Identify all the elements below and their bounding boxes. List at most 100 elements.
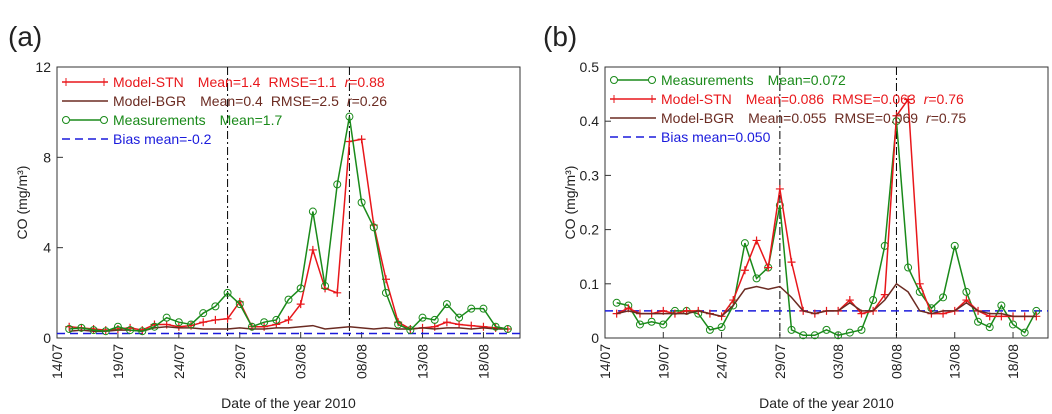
legend-name: Measurements <box>113 112 206 128</box>
point <box>915 279 924 288</box>
point <box>369 223 378 232</box>
legend-stat: RMSE=1.1 <box>268 74 336 90</box>
point <box>455 313 464 322</box>
point <box>223 314 232 323</box>
point <box>834 331 843 340</box>
legend-stat: RMSE=0.063 <box>832 91 916 107</box>
point <box>260 318 269 327</box>
point <box>89 326 98 335</box>
plot-frame <box>56 66 521 339</box>
y-tick-label: 0.1 <box>580 276 600 292</box>
series-line <box>616 282 1037 318</box>
point <box>635 320 644 329</box>
point <box>810 331 819 340</box>
point <box>997 301 1006 310</box>
legend-r: r <box>347 93 353 109</box>
point <box>1009 320 1018 329</box>
series-line <box>69 138 508 331</box>
legend-marker <box>100 116 108 124</box>
legend-name: Model-STN <box>661 91 732 107</box>
y-tick-label: 0.5 <box>580 59 600 75</box>
legend-entry: Model-STN Mean=1.4 RMSE=1.1 r=0.88 <box>113 74 385 90</box>
legend-r: r <box>345 74 351 90</box>
point <box>333 288 342 297</box>
point <box>406 326 415 335</box>
point <box>775 184 784 193</box>
point <box>381 288 390 297</box>
point <box>126 326 135 335</box>
point <box>174 322 183 331</box>
point <box>357 198 366 207</box>
point <box>321 282 330 291</box>
series-line <box>616 121 1038 337</box>
point <box>939 293 948 302</box>
y-tick-label: 12 <box>35 59 51 75</box>
point <box>705 325 714 334</box>
point <box>845 328 854 337</box>
point <box>150 322 159 331</box>
x-tick-label: 19/07 <box>110 344 126 379</box>
point <box>857 325 866 334</box>
point <box>904 263 913 272</box>
legend-name: Model-BGR <box>661 110 734 126</box>
point <box>345 112 354 121</box>
point <box>101 327 110 336</box>
point <box>308 245 317 254</box>
x-tick-label: 18/08 <box>1005 344 1021 379</box>
point <box>333 180 342 189</box>
y-tick-label: 8 <box>43 149 51 165</box>
point <box>284 295 293 304</box>
point <box>162 313 171 322</box>
point <box>775 201 784 210</box>
legend-entry: Model-BGR Mean=0.055 RMSE=0.069 r=0.75 <box>661 110 966 126</box>
legend-entry: Model-STN Mean=0.086 RMSE=0.063 r=0.76 <box>661 91 964 107</box>
point <box>345 137 354 146</box>
point <box>659 320 668 329</box>
x-tick-label: 24/07 <box>171 344 187 379</box>
point <box>479 322 488 331</box>
point <box>799 331 808 340</box>
y-tick-label: 0 <box>591 330 599 346</box>
x-tick-label: 29/07 <box>772 344 788 379</box>
point <box>187 320 196 329</box>
point <box>740 266 749 275</box>
y-tick-label: 0 <box>43 330 51 346</box>
legend-marker <box>610 76 618 84</box>
legend-entry: Measurements Mean=0.072 <box>661 72 846 88</box>
point <box>211 302 220 311</box>
point <box>892 111 901 120</box>
legend-entry: Measurements Mean=1.7 <box>113 112 282 128</box>
point <box>904 95 913 104</box>
point <box>962 287 971 296</box>
x-tick-label: 29/07 <box>232 344 248 379</box>
point <box>199 318 208 327</box>
x-tick-label: 18/08 <box>475 344 491 379</box>
legend-marker <box>648 76 656 84</box>
x-tick-label: 08/08 <box>354 344 370 379</box>
point <box>491 322 500 331</box>
x-tick-label: 03/08 <box>830 344 846 379</box>
point <box>296 284 305 293</box>
point <box>985 323 994 332</box>
point <box>199 309 208 318</box>
x-tick-label: 24/07 <box>714 344 730 379</box>
point <box>787 258 796 267</box>
y-tick-label: 0.2 <box>580 222 600 238</box>
point <box>717 323 726 332</box>
point <box>418 313 427 322</box>
legend-stat: Mean=0.086 <box>746 91 824 107</box>
legend-name: Model-STN <box>113 74 184 90</box>
point <box>729 296 738 305</box>
point <box>211 315 220 324</box>
y-tick-label: 4 <box>43 240 51 256</box>
point <box>467 304 476 313</box>
x-tick-label: 08/08 <box>888 344 904 379</box>
legend-stat: Mean=0.072 <box>768 72 846 88</box>
point <box>787 325 796 334</box>
x-axis-label: Date of the year 2010 <box>221 395 356 411</box>
x-axis-label: Date of the year 2010 <box>759 395 894 411</box>
point <box>284 315 293 324</box>
legend-r-value: =0.88 <box>349 74 385 90</box>
x-tick-label: 13/08 <box>415 344 431 379</box>
point <box>308 207 317 216</box>
